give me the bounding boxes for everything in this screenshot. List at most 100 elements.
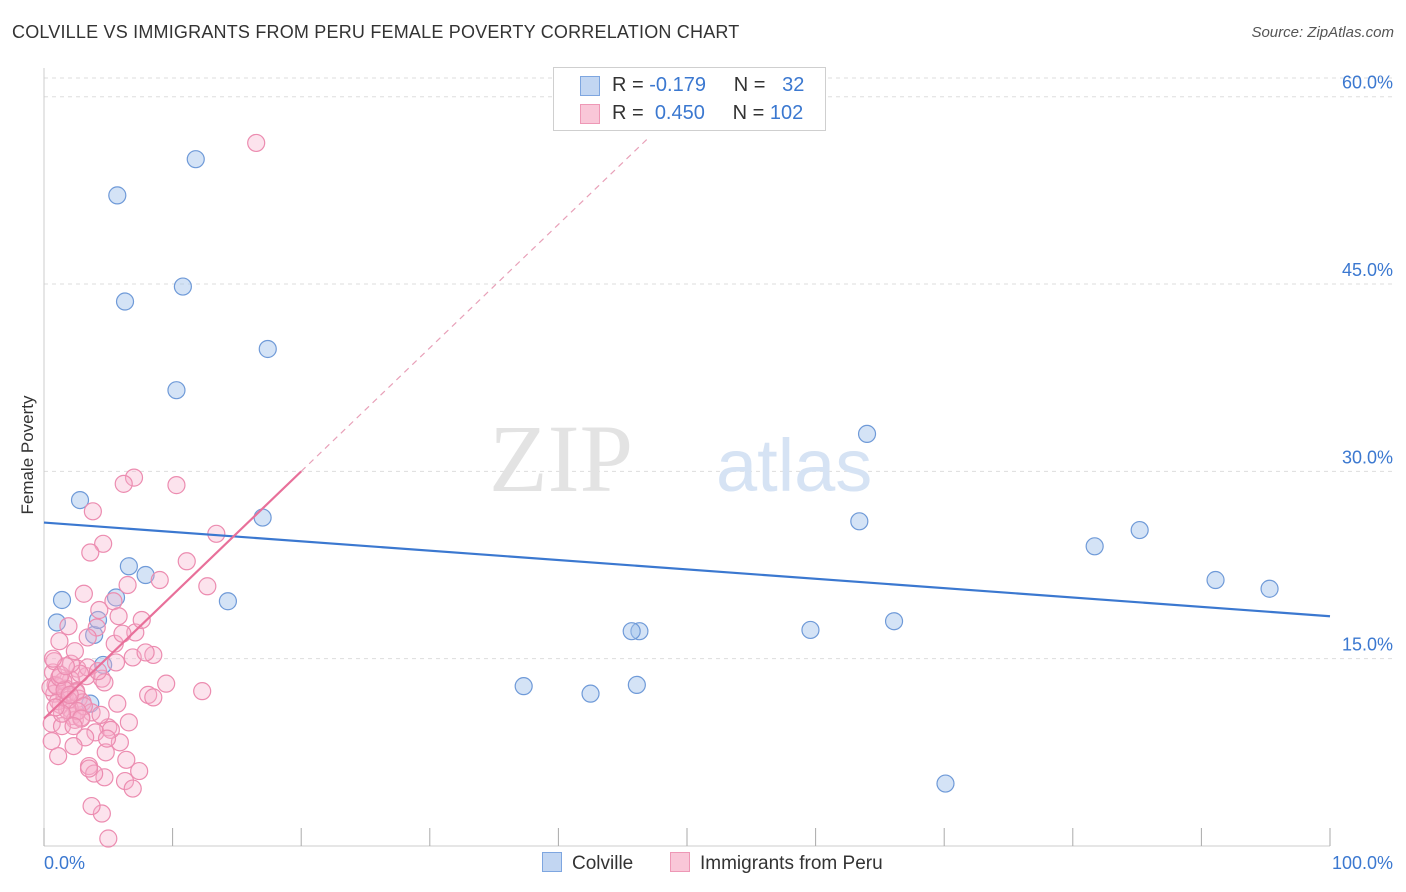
colville-point: [514, 677, 533, 696]
watermark-atlas: atlas: [716, 424, 872, 507]
colville-point: [627, 675, 646, 695]
colville-point: [936, 774, 955, 793]
peru-r-value: 0.450: [654, 102, 705, 124]
peru-point: [86, 723, 105, 742]
watermark-zip: ZIP: [489, 405, 633, 512]
colville-point: [253, 508, 272, 527]
x-tick-label: 100.0%: [1332, 853, 1393, 873]
peru-point: [95, 768, 114, 787]
peru-point: [65, 642, 84, 661]
colville-point: [119, 557, 138, 576]
colville-r-value: -0.179: [649, 74, 706, 96]
peru-point: [83, 502, 102, 521]
trend-lines: [43, 137, 1331, 720]
peru-point: [193, 682, 212, 701]
peru-point: [97, 729, 117, 748]
peru-point: [42, 732, 61, 751]
peru-n-value: 102: [769, 102, 804, 124]
colville-legend-label: Colville: [572, 853, 634, 874]
peru-point: [87, 618, 106, 637]
chart-title: COLVILLE VS IMMIGRANTS FROM PERU FEMALE …: [12, 22, 740, 42]
colville-point: [173, 277, 192, 296]
peru-point: [101, 720, 120, 739]
legend-n-label: N =: [732, 102, 765, 124]
peru-point: [79, 759, 99, 778]
peru-point: [92, 804, 111, 823]
colville-legend-swatch: [542, 852, 562, 872]
peru-point: [72, 709, 91, 728]
peru-point: [113, 624, 132, 643]
peru-point: [124, 468, 144, 487]
colville-point: [47, 613, 66, 632]
colville-point: [218, 592, 237, 611]
peru-point: [50, 632, 69, 651]
peru-point: [177, 552, 196, 571]
peru-point: [74, 584, 93, 603]
colville-point: [167, 381, 186, 400]
colville-point: [630, 622, 649, 641]
peru-point: [109, 607, 128, 626]
colville-point: [115, 292, 135, 311]
colville-point: [1206, 570, 1225, 590]
peru-point: [96, 743, 115, 762]
correlation-legend: R = -0.179 N = 32 R = 0.450 N = 102: [553, 67, 826, 131]
peru-point: [132, 610, 151, 630]
colville-point: [1260, 579, 1279, 598]
source-label: Source: ZipAtlas.com: [1251, 24, 1394, 41]
peru-point: [81, 543, 100, 562]
peru-point: [91, 705, 110, 724]
colville-point: [70, 490, 90, 510]
colville-point: [1085, 537, 1104, 556]
peru-point: [144, 688, 163, 707]
peru-point: [108, 694, 127, 713]
peru-point: [99, 829, 118, 848]
y-tick-label: 15.0%: [1342, 635, 1393, 655]
colville-point: [52, 590, 72, 610]
peru-swatch: [580, 104, 600, 124]
peru-point: [88, 662, 108, 681]
peru-legend-label: Immigrants from Peru: [700, 853, 883, 874]
peru-point: [49, 746, 68, 766]
colville-point: [108, 186, 127, 205]
peru-point: [119, 713, 138, 732]
colville-point: [1130, 520, 1149, 540]
colville-swatch: [580, 76, 600, 96]
colville-points: [47, 150, 1279, 793]
colville-point: [857, 424, 877, 444]
peru-point: [95, 673, 114, 692]
x-tick-label: 0.0%: [44, 853, 85, 873]
axes: [43, 68, 1331, 847]
peru-point: [198, 577, 217, 596]
peru-point: [130, 761, 149, 781]
peru-point: [118, 575, 137, 595]
colville-point: [136, 565, 155, 585]
peru-point: [167, 476, 186, 495]
peru-point: [85, 764, 104, 783]
peru-point: [123, 779, 142, 798]
peru-point: [90, 600, 109, 620]
peru-trend-line: [43, 470, 302, 720]
colville-point: [622, 622, 641, 641]
y-axis-label: Female Poverty: [18, 395, 37, 515]
peru-point: [247, 133, 266, 153]
colville-n-value: 32: [782, 74, 805, 96]
colville-point: [850, 512, 869, 531]
peru-point: [94, 534, 113, 553]
peru-point: [64, 717, 83, 736]
peru-point: [78, 628, 97, 647]
peru-point: [157, 674, 176, 693]
colville-point: [801, 620, 820, 640]
bottom-legend-peru: Immigrants from Peru: [670, 852, 883, 875]
colville-point: [581, 684, 600, 703]
peru-point: [82, 796, 101, 816]
peru-point: [43, 649, 63, 668]
peru-point: [64, 736, 83, 756]
peru-point: [106, 653, 126, 672]
peru-trend-extension: [300, 137, 649, 472]
peru-point: [59, 617, 78, 636]
peru-point: [150, 570, 169, 590]
peru-points: [41, 133, 266, 848]
colville-point: [884, 612, 904, 631]
peru-point: [70, 664, 90, 683]
